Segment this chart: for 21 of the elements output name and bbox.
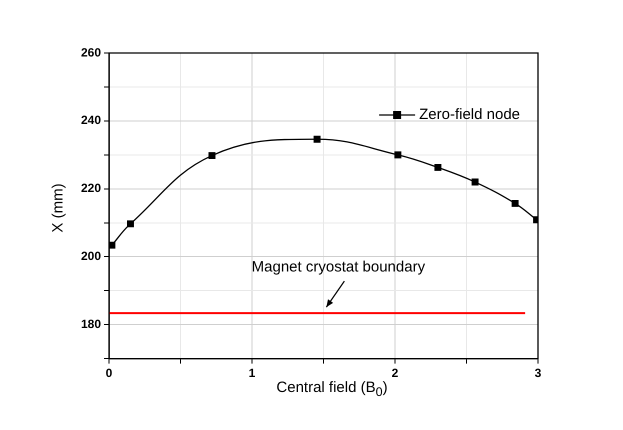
annotation: Magnet cryostat boundary — [252, 258, 426, 276]
legend-label: Zero-field node — [419, 106, 520, 124]
point — [512, 200, 519, 207]
point — [109, 242, 116, 249]
y-tick-label: 180 — [80, 316, 102, 331]
y-tick-label: 240 — [80, 113, 102, 128]
point — [472, 178, 479, 186]
y-tick-label: 220 — [80, 181, 102, 196]
point — [434, 164, 442, 171]
y-tick-label: 200 — [80, 249, 102, 264]
x-tick-label: 1 — [248, 366, 256, 380]
point — [208, 152, 216, 160]
x-tick-label: 3 — [534, 366, 542, 380]
point — [314, 136, 321, 143]
x-axis-title: Central field (B$_{0}$) — [276, 379, 388, 399]
x-tick-label: 2 — [392, 366, 399, 380]
point — [394, 151, 402, 158]
y-axis-title: X (mm) — [50, 183, 66, 233]
point — [126, 220, 134, 228]
y-tick-label: 260 — [80, 45, 102, 60]
x-tick-label: 0 — [106, 366, 113, 380]
